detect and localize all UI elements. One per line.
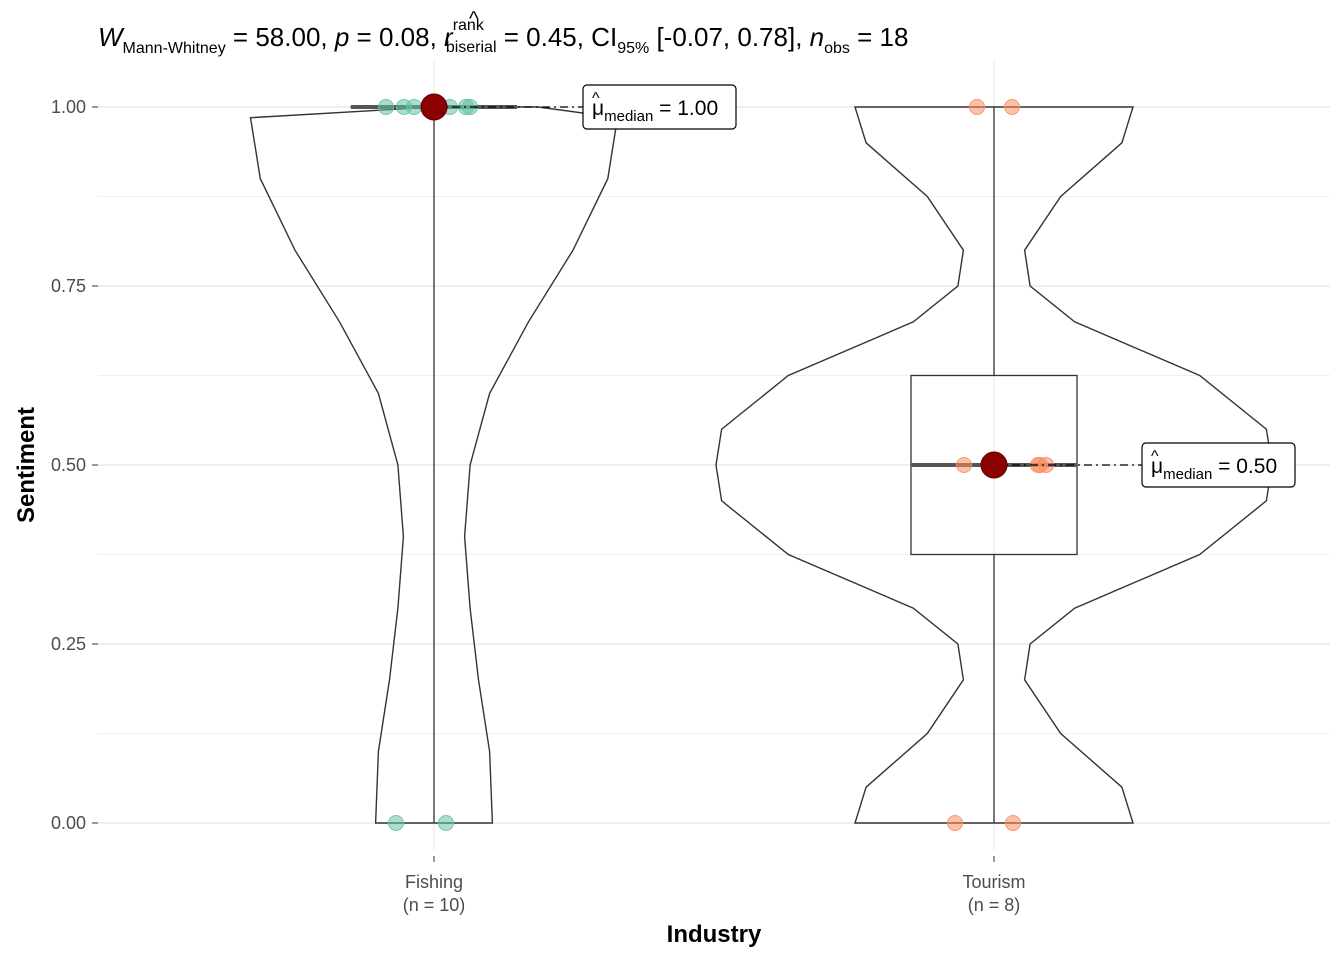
x-tick-label: Tourism [962,872,1025,892]
title-n-val: = 18 [850,22,909,52]
title-w-val: = 58.00, [226,22,335,52]
violin-tourism [715,106,1273,824]
median-label: μmedian = 0.50 [1151,455,1277,483]
title-p-val: = 0.08, [349,22,444,52]
y-tick-label: 0.50 [51,455,86,475]
median-label-box [582,84,737,130]
title-ci-val: [-0.07, 0.78], [649,22,809,52]
data-point [388,815,404,831]
median-point [980,451,1008,479]
y-tick-label: 1.00 [51,97,86,117]
violin-fishing [249,106,619,824]
x-axis-title: Industry [667,921,762,948]
title-r-val: = 0.45, CI [497,22,618,52]
title-p: p [334,22,349,52]
data-point [378,99,394,115]
plot-marks: μmedian = 1.00^μmedian = 0.50^ [249,84,1296,831]
data-point [1005,815,1021,831]
data-point [969,99,985,115]
y-tick-label: 0.75 [51,276,86,296]
x-tick-count: (n = 8) [968,895,1021,915]
y-axis-title: Sentiment [13,407,40,523]
title-r-sup: rank [453,17,485,34]
title-ci-sub: 95% [617,40,649,57]
y-tick-label: 0.00 [51,813,86,833]
title-r: r [444,22,454,52]
median-label: μmedian = 1.00 [592,97,718,125]
title-w-sub: Mann-Whitney [123,40,226,57]
title-n-sub: obs [824,40,850,57]
data-point [1004,99,1020,115]
title-w: W [98,22,125,52]
x-tick-count: (n = 10) [403,895,466,915]
median-point [420,93,448,121]
median-label-box [1141,442,1296,488]
y-tick-label: 0.25 [51,634,86,654]
data-point [947,815,963,831]
data-point [406,99,422,115]
title-n: n [810,22,824,52]
x-axis: Fishing (n = 10) Tourism (n = 8) [403,856,1026,915]
title-r-hat: ^ [469,8,479,30]
median-label-hat: ^ [592,90,600,107]
title-r-sub: biserial [446,39,497,56]
data-point [956,457,972,473]
y-axis: 0.00 0.25 0.50 0.75 1.00 [51,97,98,833]
chart-title: WMann-Whitney = 58.00, p = 0.08, rrank bi… [98,17,908,57]
x-tick-label: Fishing [405,872,463,892]
data-point [438,815,454,831]
median-label-hat: ^ [1151,448,1159,465]
